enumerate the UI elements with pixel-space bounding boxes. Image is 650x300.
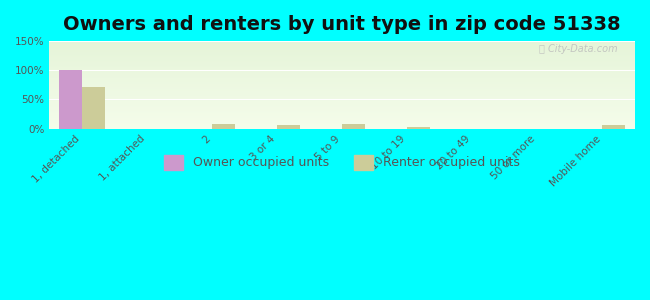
Bar	[603, 124, 625, 129]
Legend: Owner occupied units, Renter occupied units: Owner occupied units, Renter occupied un…	[159, 150, 525, 175]
Bar	[59, 70, 82, 129]
Text: ⓘ City-Data.com: ⓘ City-Data.com	[539, 44, 618, 54]
Bar	[82, 87, 105, 129]
Bar	[277, 125, 300, 129]
Bar	[408, 127, 430, 129]
Bar	[212, 124, 235, 129]
Title: Owners and renters by unit type in zip code 51338: Owners and renters by unit type in zip c…	[64, 15, 621, 34]
Bar	[343, 124, 365, 129]
